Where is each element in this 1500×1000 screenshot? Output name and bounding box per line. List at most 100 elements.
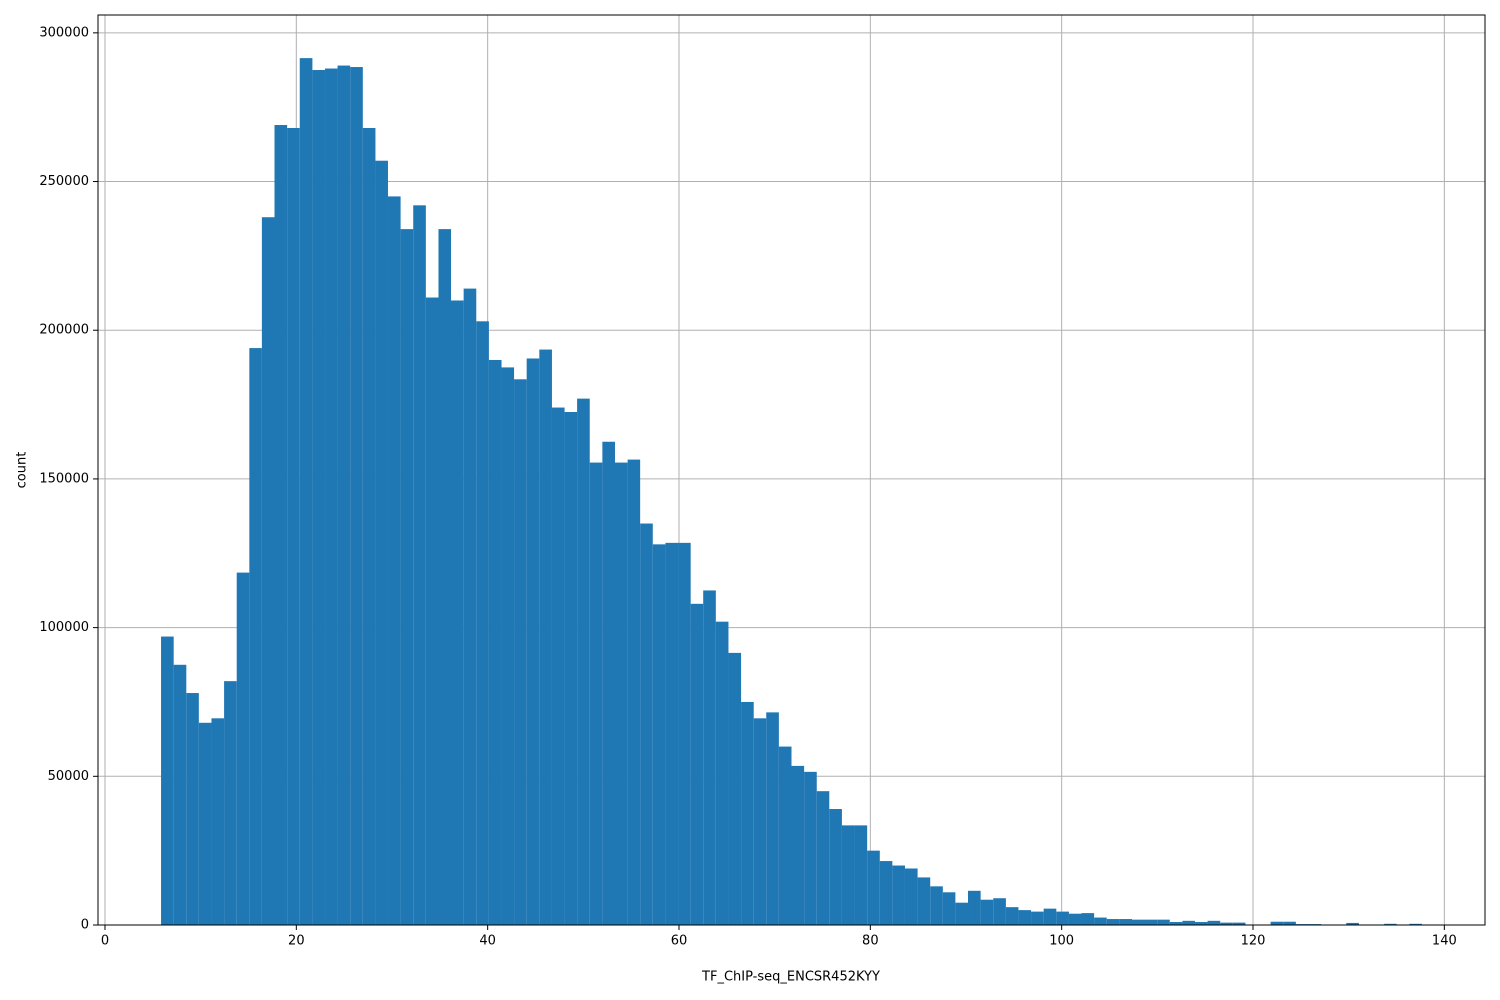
bar [350,67,363,925]
bar [337,65,351,926]
y-tick-label: 300000 [39,25,89,40]
bar [640,523,653,925]
bar [299,58,313,926]
bar [261,217,275,925]
y-tick-label: 150000 [39,471,89,486]
bar [173,664,187,925]
bar [1131,919,1145,925]
bar [1232,922,1246,925]
bar [867,850,880,925]
bar [791,765,805,925]
bar [451,300,464,925]
y-tick-label: 250000 [39,174,89,189]
bar [1182,920,1196,925]
bar [917,877,931,925]
bar [1270,921,1284,925]
bar [236,572,250,925]
bar [1384,923,1397,925]
bar [715,621,729,925]
x-axis-label: TF_ChIP-seq_ENCSR452KYY [701,970,880,985]
bar [993,898,1006,925]
bar [438,229,452,925]
bar [703,590,716,925]
bar [312,70,326,925]
bar [387,196,401,926]
bar [1119,919,1132,925]
bar [224,681,237,925]
bar [602,441,615,925]
bar [1169,922,1183,925]
bar [1068,913,1082,925]
bar [1195,922,1208,925]
x-tick-label: 120 [1241,934,1266,949]
bar [955,902,969,925]
bar [980,899,994,925]
x-tick-label: 40 [479,934,496,949]
bar [942,892,956,925]
bar [249,348,262,925]
bar [501,367,515,925]
bar [514,379,527,926]
bar [804,771,817,925]
bar [1106,919,1120,925]
y-tick-label: 200000 [39,323,89,338]
bar [198,722,212,925]
bar [690,603,704,925]
bar [741,701,754,925]
bar [425,297,439,925]
bar [413,205,426,926]
bar [1157,919,1170,925]
bar [564,412,578,926]
bar [1409,923,1422,925]
bar [854,825,868,925]
bar [1043,908,1057,925]
bar [1144,919,1158,925]
bar [463,288,477,926]
bar [1207,920,1221,925]
bar [968,890,981,925]
bar [1346,922,1359,925]
bar [589,462,603,925]
bar [551,407,565,925]
plot-frame [97,14,1486,926]
bar [930,886,943,925]
bar [375,160,388,926]
bar [488,359,502,926]
bar [1081,913,1095,925]
bar [841,825,855,925]
bar [325,68,338,925]
bar [766,712,779,925]
y-tick-label: 0 [81,918,89,933]
bar [274,125,288,926]
x-tick-label: 100 [1049,934,1074,949]
bar [1283,921,1296,925]
bar [211,718,225,925]
bar [1220,922,1233,925]
x-tick-label: 20 [288,934,305,949]
bar [829,809,842,925]
bar [1018,910,1032,925]
bar [652,544,666,925]
y-axis-label: count [15,452,30,489]
bar [476,321,489,925]
bar [879,861,893,925]
bar [665,542,679,925]
bar [892,865,905,925]
x-tick-label: 140 [1432,934,1457,949]
bar [678,542,691,925]
bar [627,459,641,925]
x-tick-label: 60 [671,934,688,949]
bar [1056,911,1069,925]
bar [400,229,414,925]
bar [728,652,742,925]
bar [526,358,540,926]
bar [753,718,767,925]
bar [362,128,376,925]
bar [778,746,792,925]
bar [161,636,174,925]
bar [816,791,830,925]
bar [614,462,628,925]
bar [1031,911,1044,925]
bar [904,868,918,925]
